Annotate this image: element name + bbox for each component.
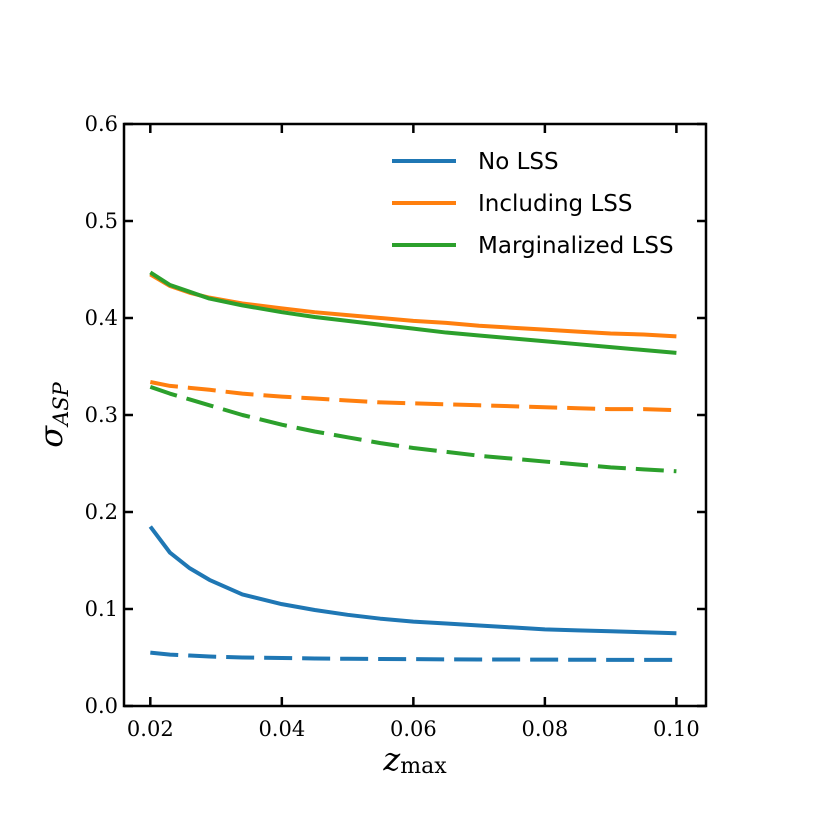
x-tick-label-3: 0.08 [521,717,568,741]
y-axis-title-base: σ [32,425,70,448]
y-tick-label-4: 0.4 [85,306,118,330]
x-axis-title: zmax [382,740,447,779]
x-axis-title-base: z [382,740,401,778]
legend-label-2: Marginalized LSS [478,233,674,259]
y-tick-label-5: 0.5 [85,209,118,233]
series-line-2 [149,270,677,355]
y-tick-label-3: 0.3 [85,403,118,427]
series-line-0 [148,525,677,636]
x-tick-label-1: 0.04 [258,717,305,741]
series-line-5 [149,384,677,474]
ticks-layer: 0.02 0.04 0.06 0.08 0.10 0.0 0.1 0.2 0.3 0.4 0.5 0.… [85,112,706,741]
y-axis-title-sub: ASP [49,381,73,428]
y-tick-label-1: 0.1 [85,597,118,621]
x-tick-label-0: 0.02 [127,717,174,741]
series-layer [148,270,677,662]
x-tick-label-2: 0.06 [390,717,437,741]
x-tick-label-4: 0.10 [653,717,700,741]
y-tick-label-6: 0.6 [85,112,118,136]
series-line-4 [149,380,677,413]
y-axis-title: σASP [32,381,73,447]
x-axis-title-sub: max [400,754,447,779]
legend: No LSS Including LSS Marginalized LSS [392,149,674,259]
y-tick-label-0: 0.0 [85,694,118,718]
y-tick-label-2: 0.2 [85,500,118,524]
series-line-3 [150,650,677,662]
legend-label-1: Including LSS [478,191,632,217]
legend-label-0: No LSS [478,149,559,175]
